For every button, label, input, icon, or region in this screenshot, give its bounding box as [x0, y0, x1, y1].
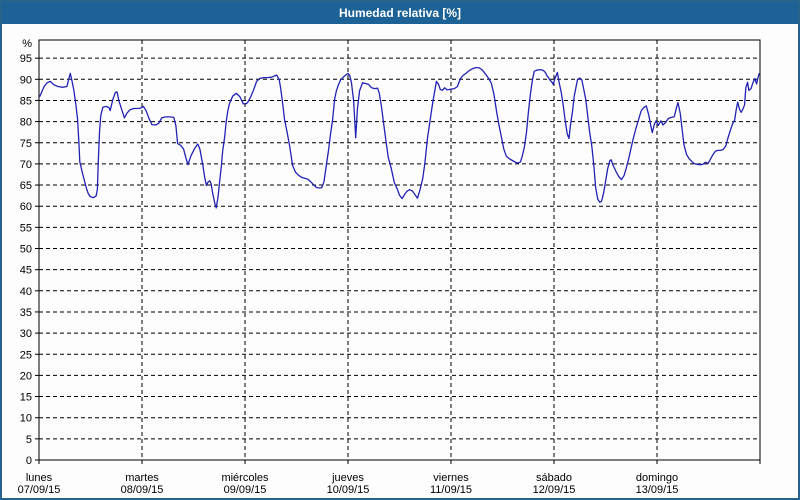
x-day-label: domingo — [636, 472, 678, 484]
y-tick-label: 25 — [20, 349, 32, 361]
x-date-label: 08/09/15 — [121, 484, 164, 496]
y-tick-label: 60 — [20, 201, 32, 213]
y-tick-label: 20 — [20, 370, 32, 382]
y-tick-label: 95 — [20, 53, 32, 65]
x-date-label: 11/09/15 — [430, 484, 472, 496]
y-tick-label: 90 — [20, 74, 32, 86]
x-day-label: jueves — [331, 472, 364, 484]
y-tick-label: 45 — [20, 265, 32, 277]
gridlines — [39, 40, 760, 460]
x-date-label: 12/09/15 — [533, 484, 576, 496]
y-axis-labels: 0 5 10 15 20 25 30 35 40 45 50 55 60 65 70 75 80 85 90 95% — [20, 38, 32, 467]
humidity-chart: 05101520253035404550556065707580859095% … — [18, 38, 761, 496]
y-tick-label: 40 — [20, 286, 32, 298]
y-tick-label: 15 — [20, 392, 32, 404]
x-day-label: sábado — [536, 472, 572, 484]
x-date-label: 13/09/15 — [636, 484, 679, 496]
plot-frame — [38, 39, 761, 461]
x-day-label: miércoles — [221, 472, 269, 484]
humidity-series-line — [39, 66, 760, 209]
y-tick-label: 85 — [20, 95, 32, 107]
y-axis-unit-label: % — [22, 38, 32, 50]
y-tick-label: 5 — [26, 434, 32, 446]
y-tick-label: 75 — [20, 138, 32, 150]
x-day-label: martes — [125, 472, 159, 484]
title-bar: Humedad relativa [%] — [2, 2, 798, 24]
x-day-label: lunes — [26, 472, 53, 484]
y-tick-label: 80 — [20, 117, 32, 129]
x-date-label: 10/09/15 — [327, 484, 370, 496]
x-date-label: 07/09/15 — [18, 484, 61, 496]
axis-ticks — [35, 57, 761, 464]
x-day-label: viernes — [433, 472, 469, 484]
y-tick-label: 55 — [20, 222, 32, 234]
y-tick-label: 30 — [20, 328, 32, 340]
y-tick-label: 50 — [20, 244, 32, 256]
y-tick-label: 65 — [20, 180, 32, 192]
window-title: Humedad relativa [%] — [338, 6, 462, 20]
y-tick-label: 10 — [20, 413, 32, 425]
y-tick-label: 0 — [26, 455, 32, 467]
y-tick-label: 35 — [20, 307, 32, 319]
y-tick-label: 70 — [20, 159, 32, 171]
x-date-label: 09/09/15 — [224, 484, 267, 496]
